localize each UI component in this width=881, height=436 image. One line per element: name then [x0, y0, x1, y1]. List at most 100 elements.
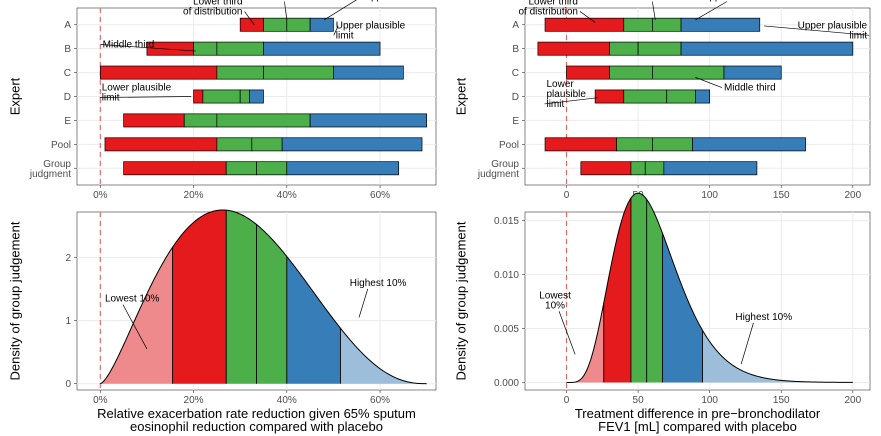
- panel-b-middle-third-lower-segment: [623, 17, 653, 32]
- panel-a-annotation-text: Upper plausible: [336, 20, 406, 31]
- panel-b-lower-third-segment: [594, 89, 625, 104]
- panel-b-upper-third-segment: [692, 137, 806, 152]
- panel-b-annotation-pointer: [764, 25, 870, 36]
- panel-a-middle-third-lower-segment: [216, 137, 253, 152]
- panel-b-middle-third-lower-segment: [630, 161, 646, 176]
- panel-a-upper-third-segment: [286, 161, 400, 176]
- panel-b-middle-third-lower-segment: [609, 65, 653, 80]
- panel-b-row-label: C: [512, 68, 519, 79]
- panel-d-middle-third-upper-band: [646, 199, 663, 383]
- panel-b-annotation-pointer: [695, 1, 728, 21]
- panel-d-ytick-label: 0.005: [494, 324, 519, 335]
- panel-d-xtick-label: 100: [701, 395, 718, 406]
- panel-b-row-label: E: [512, 116, 519, 127]
- panel-c-annotation-pointer: [122, 304, 148, 350]
- panel-b-middle-third-lower-segment: [623, 89, 668, 104]
- panel-b-annotation-text: Middle third: [724, 83, 776, 94]
- panel-b-lower-third-segment: [544, 17, 625, 32]
- panel-b-annotation-text: of distribution: [518, 6, 577, 17]
- panel-a-middle-third-upper-segment: [263, 65, 334, 80]
- panel-b-middle-third-upper-segment: [652, 17, 682, 32]
- panel-a-annotation-pointer: [100, 44, 196, 52]
- panel-b-middle-third-lower-segment: [616, 137, 653, 152]
- panel-a-y-axis-title: Expert: [7, 77, 22, 115]
- panel-a-upper-third-segment: [281, 137, 423, 152]
- panel-d-lower-third-band: [603, 198, 631, 383]
- panel-c-density-curve: [100, 209, 427, 385]
- panel-a-lower-third-segment: [193, 89, 204, 104]
- panel-a-annotation-pointer: [333, 25, 339, 36]
- panel-c-annotation-text: Highest 10%: [350, 278, 407, 289]
- panel-c-ytick-label: 1: [65, 316, 71, 327]
- panel-c-x-axis-title: Relative exacerbation rate reduction giv…: [97, 406, 416, 421]
- panel-c-lowest-10pct-band: [100, 247, 173, 384]
- panel-b-upper-third-segment: [695, 89, 711, 104]
- panel-b-lower-third-segment: [566, 65, 610, 80]
- panel-a-upper-third-segment: [309, 17, 334, 32]
- panel-b-upper-third-segment: [663, 161, 758, 176]
- panel-b-lower-third-segment: [580, 161, 632, 176]
- panel-d-annotation-text: 10%: [545, 300, 565, 311]
- panel-b-lower-third-segment: [544, 137, 617, 152]
- panel-a-xtick-label: 20%: [184, 190, 204, 201]
- panel-a-xtick-label: 60%: [370, 190, 390, 201]
- panel-d-y-axis-title: Density of group judgement: [453, 221, 468, 380]
- panel-b-annotation-text: plausible: [546, 89, 586, 100]
- panel-d-xtick-label: 200: [844, 395, 861, 406]
- panel-b-row-label: Pool: [499, 140, 519, 151]
- panel-a-lower-third-segment: [123, 113, 185, 128]
- panel-b-row-label: A: [512, 20, 519, 31]
- panel-a-row-label: C: [64, 68, 71, 79]
- panel-a-annotation-text: limit: [336, 30, 354, 41]
- panel-b-row-label: judgment: [477, 169, 519, 180]
- panel-b-annotation-pointer: [579, 11, 596, 23]
- panel-a-lower-third-segment: [239, 17, 264, 32]
- panel-a-middle-third-lower-segment: [202, 89, 241, 104]
- panel-c-xtick-label: 0%: [93, 395, 108, 406]
- panel-a-annotation-text: Upper third: [364, 0, 413, 3]
- panel-a-row-label: E: [64, 116, 71, 127]
- panel-a-annotation-text: Median: [268, 0, 301, 3]
- panel-a-upper-third-segment: [309, 113, 428, 128]
- panel-a-row-label: Group: [43, 159, 71, 170]
- panel-c-upper-third-band: [286, 256, 341, 384]
- panel-d-xtick-label: 0: [564, 395, 570, 406]
- panel-b-y-axis-title: Expert: [453, 77, 468, 115]
- panel-b-middle-third-lower-segment: [609, 41, 639, 56]
- panel-c-middle-third-lower-band: [226, 210, 257, 384]
- panel-a-middle-third-lower-segment: [263, 17, 288, 32]
- panel-c-middle-third-upper-band: [256, 224, 287, 384]
- panel-b-row-label: D: [512, 92, 519, 103]
- panel-a-middle-third-upper-segment: [216, 113, 311, 128]
- panel-a-annotation-pointer: [284, 1, 288, 21]
- panel-a-middle-third-upper-segment: [286, 17, 311, 32]
- panel-b-upper-third-segment: [723, 65, 782, 80]
- panel-b-middle-third-upper-segment: [652, 65, 725, 80]
- panel-b-annotation-text: Lower: [546, 79, 574, 90]
- panel-d-lowest-10pct-band: [566, 303, 604, 383]
- panel-d-xtick-label: 50: [633, 395, 645, 406]
- panel-b-middle-third-upper-segment: [637, 41, 682, 56]
- panel-a-annotation-text: of distribution: [183, 6, 242, 17]
- panel-b-annotation-text: Lower third: [528, 0, 577, 7]
- panel-b-upper-third-segment: [680, 17, 761, 32]
- panel-c-annotation-pointer: [358, 288, 369, 318]
- panel-b-row-label: Group: [491, 159, 519, 170]
- panel-b-xtick-label: 200: [844, 190, 861, 201]
- panel-c-density-exacerbation: 0% 20% 40% 60% 0 1 2 Lowest 10% Highest 10% Relat…: [7, 209, 437, 434]
- panel-a-middle-third-lower-segment: [216, 65, 264, 80]
- panel-a-lower-third-segment: [104, 137, 218, 152]
- panel-a-annotation-text: Lower third: [193, 0, 242, 7]
- panel-a-middle-third-upper-segment: [256, 161, 288, 176]
- panel-b-middle-third-upper-segment: [652, 137, 693, 152]
- panel-d-highest-10pct-band: [702, 330, 853, 383]
- panel-b-middle-third-upper-segment: [666, 89, 696, 104]
- panel-a-annotation-pointer: [244, 11, 255, 25]
- panel-d-annotation-pointer: [558, 311, 576, 355]
- panel-c-annotation-text: Lowest 10%: [105, 294, 160, 305]
- panel-d-x-axis-title: FEV1 [mL] compared with placebo: [598, 419, 797, 434]
- panel-a-lower-third-segment: [99, 65, 218, 80]
- panel-d-density-fev1: 0 50 100 150 2000.0000.0050.0100.015Lowest10…: [453, 192, 871, 434]
- panel-b-xtick-label: 0: [564, 190, 570, 201]
